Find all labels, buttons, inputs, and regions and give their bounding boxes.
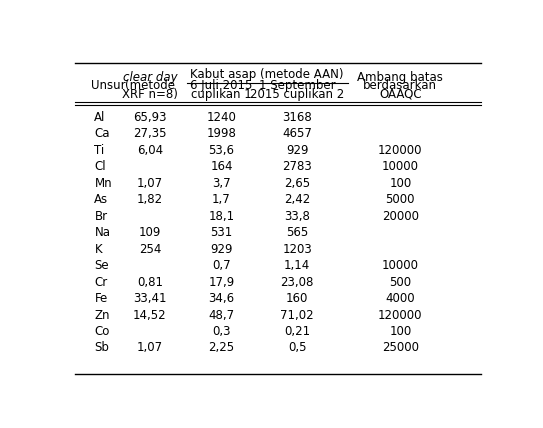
Text: Sb: Sb [94, 342, 109, 354]
Text: 5000: 5000 [386, 193, 415, 206]
Text: 48,7: 48,7 [209, 309, 235, 321]
Text: 27,35: 27,35 [133, 127, 167, 140]
Text: 10000: 10000 [382, 259, 419, 272]
Text: 1,7: 1,7 [212, 193, 231, 206]
Text: Ca: Ca [94, 127, 110, 140]
Text: 10000: 10000 [382, 160, 419, 173]
Text: Br: Br [94, 210, 108, 223]
Text: 2,42: 2,42 [284, 193, 311, 206]
Text: 33,41: 33,41 [133, 292, 167, 305]
Text: 164: 164 [210, 160, 233, 173]
Text: 4657: 4657 [282, 127, 312, 140]
Text: 0,5: 0,5 [288, 342, 306, 354]
Text: cuplikan 1: cuplikan 1 [191, 88, 252, 101]
Text: 0,81: 0,81 [137, 276, 163, 288]
Text: 1240: 1240 [206, 111, 236, 124]
Text: Kabut asap (metode AAN): Kabut asap (metode AAN) [191, 68, 344, 81]
Text: 2783: 2783 [282, 160, 312, 173]
Text: Na: Na [94, 226, 110, 239]
Text: 1,14: 1,14 [284, 259, 311, 272]
Text: 18,1: 18,1 [209, 210, 235, 223]
Text: 4000: 4000 [386, 292, 415, 305]
Text: 929: 929 [210, 243, 233, 256]
Text: Al: Al [94, 111, 106, 124]
Text: Zn: Zn [94, 309, 110, 321]
Text: 34,6: 34,6 [209, 292, 235, 305]
Text: (metode: (metode [125, 80, 175, 92]
Text: Fe: Fe [94, 292, 108, 305]
Text: 33,8: 33,8 [285, 210, 310, 223]
Text: 6,04: 6,04 [137, 144, 163, 157]
Text: 25000: 25000 [382, 342, 419, 354]
Text: 65,93: 65,93 [133, 111, 167, 124]
Text: 100: 100 [389, 177, 412, 190]
Text: 23,08: 23,08 [281, 276, 314, 288]
Text: Cl: Cl [94, 160, 106, 173]
Text: 109: 109 [139, 226, 161, 239]
Text: Mn: Mn [94, 177, 112, 190]
Text: Ambang batas: Ambang batas [357, 71, 443, 84]
Text: Cr: Cr [94, 276, 108, 288]
Text: 929: 929 [286, 144, 308, 157]
Text: 1998: 1998 [206, 127, 236, 140]
Text: 500: 500 [389, 276, 412, 288]
Text: 120000: 120000 [378, 144, 422, 157]
Text: clear day: clear day [123, 71, 177, 84]
Text: Se: Se [94, 259, 109, 272]
Text: As: As [94, 193, 109, 206]
Text: 0,21: 0,21 [284, 325, 310, 338]
Text: Unsur: Unsur [91, 80, 125, 92]
Text: 1203: 1203 [282, 243, 312, 256]
Text: 2,25: 2,25 [209, 342, 235, 354]
Text: 14,52: 14,52 [133, 309, 167, 321]
Text: 0,7: 0,7 [212, 259, 231, 272]
Text: 565: 565 [286, 226, 308, 239]
Text: 0,3: 0,3 [212, 325, 231, 338]
Text: 254: 254 [139, 243, 161, 256]
Text: 1,07: 1,07 [137, 177, 163, 190]
Text: OAAQC: OAAQC [379, 88, 421, 101]
Text: Ti: Ti [94, 144, 105, 157]
Text: 160: 160 [286, 292, 308, 305]
Text: Co: Co [94, 325, 110, 338]
Text: berdasarkan: berdasarkan [363, 80, 437, 92]
Text: 3168: 3168 [282, 111, 312, 124]
Text: 17,9: 17,9 [209, 276, 235, 288]
Text: 2015 cuplikan 2: 2015 cuplikan 2 [250, 88, 344, 101]
Text: 120000: 120000 [378, 309, 422, 321]
Text: 71,02: 71,02 [280, 309, 314, 321]
Text: 1 September: 1 September [259, 80, 336, 92]
Text: 3,7: 3,7 [212, 177, 231, 190]
Text: 20000: 20000 [382, 210, 419, 223]
Text: 1,07: 1,07 [137, 342, 163, 354]
Text: 6 Juli 2015: 6 Juli 2015 [190, 80, 252, 92]
Text: 531: 531 [210, 226, 232, 239]
Text: 53,6: 53,6 [209, 144, 235, 157]
Text: XRF n=8): XRF n=8) [122, 88, 178, 101]
Text: 100: 100 [389, 325, 412, 338]
Text: 2,65: 2,65 [284, 177, 310, 190]
Text: 1,82: 1,82 [137, 193, 163, 206]
Text: K: K [94, 243, 102, 256]
